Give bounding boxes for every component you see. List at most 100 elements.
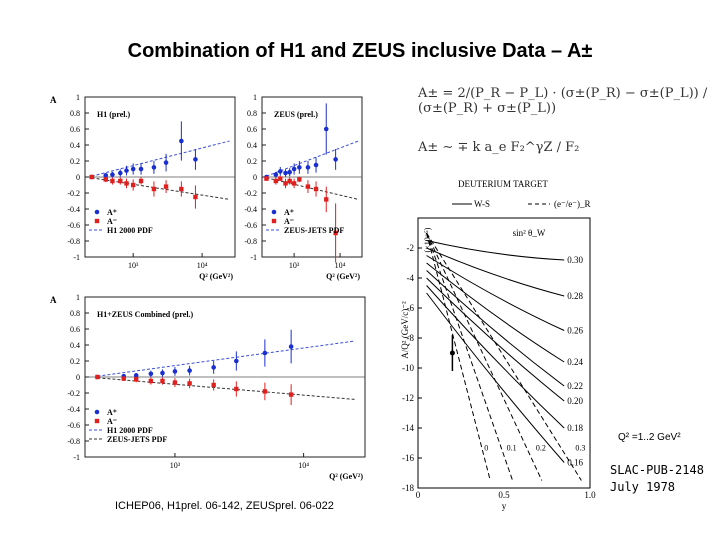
combined-ytick-label: -0.8	[67, 437, 80, 446]
h1-pdf-curve-minus	[91, 177, 230, 200]
asymmetry-approximation: A± ∼ ∓ k a_e F₂^γZ / F₂	[418, 140, 580, 155]
h1-aminus-point	[130, 182, 136, 188]
h1-ytick-label: -0.4	[67, 205, 80, 214]
zeus-aminus-point	[297, 177, 302, 182]
h1-xtick-label: 10⁴	[197, 261, 208, 270]
combined-aplus-point	[187, 368, 192, 373]
h1-legend-marker	[94, 209, 100, 215]
h1-ytick-label: 0.2	[70, 157, 80, 166]
combined-aminus-point	[288, 392, 294, 397]
combined-aplus-point	[234, 358, 239, 364]
asymmetry-formula: A± = 2/(P_R − P_L) · (σ±(P_R) − σ±(P_L))…	[418, 86, 708, 116]
combined-pdf-curve-minus	[97, 377, 355, 400]
h1-aplus-point	[193, 157, 198, 162]
h1-aplus-point	[151, 165, 157, 170]
slac-legend-solid-label: W-S	[474, 199, 490, 209]
slac-ytick-label: -8	[407, 333, 415, 343]
slac-dashed-curve	[426, 232, 543, 481]
h1-aplus-point	[179, 138, 184, 144]
zeus-ytick-label: 0.8	[247, 109, 257, 118]
h1-aminus-point	[110, 178, 115, 184]
zeus-aplus-point	[333, 157, 338, 162]
slac-data-point	[449, 350, 455, 356]
combined-aplus-point	[133, 373, 139, 378]
h1-aplus-point	[117, 170, 123, 176]
combined-ytick-label: -0.4	[67, 405, 80, 414]
slac-curve-label: 0.22	[567, 381, 583, 391]
h1-aplus-point	[138, 166, 144, 172]
slac-curve-param: sin² θ_W	[513, 228, 546, 238]
h1-aplus-point	[163, 160, 169, 165]
combined-aplus-point	[262, 350, 268, 356]
combined-aminus-point	[262, 389, 268, 394]
zeus-legend-marker	[271, 209, 277, 215]
slac-ytick-label: -10	[402, 363, 414, 373]
zeus-legend-label: A⁺	[284, 208, 294, 217]
slac-xlabel: y	[502, 501, 507, 511]
combined-aplus-point	[160, 370, 165, 376]
combined-aplus-point	[148, 371, 154, 377]
combined-ytick-label: 0	[76, 373, 80, 382]
h1-ytick-label: 0.8	[70, 109, 80, 118]
slac-solid-curve	[426, 247, 565, 297]
combined-ytick-label: 0.8	[70, 309, 80, 318]
slac-solid-curve	[426, 262, 565, 363]
combined-ytick-label: 0.2	[70, 357, 80, 366]
combined-xtick-label: 10³	[170, 461, 181, 470]
slac-pub-number: SLAC-PUB-2148	[610, 463, 704, 477]
slac-ytick-label: -16	[402, 453, 414, 463]
h1-ytick-label: -0.2	[67, 189, 80, 198]
slac-solid-curve	[426, 270, 565, 387]
slac-legend-dashed-label: (e⁻/e⁻)_R	[554, 199, 591, 209]
h1-aminus-point	[138, 178, 144, 184]
zeus-xtick-label: 10⁴	[335, 261, 346, 270]
slac-curve-label: 0.16	[567, 458, 583, 468]
slac-ytick-label: -6	[407, 303, 415, 313]
combined-legend-marker	[94, 418, 100, 424]
zeus-ytick-label: 0.6	[247, 125, 257, 134]
combined-panel-label: H1+ZEUS Combined (prel.)	[97, 310, 194, 319]
slide-title: Combination of H1 and ZEUS inclusive Dat…	[127, 40, 593, 62]
slac-ylabel: A/Q² (GeV/c)⁻²	[400, 301, 410, 359]
zeus-aplus-point	[323, 126, 329, 132]
combined-legend-marker	[94, 409, 100, 415]
combined-aplus-point	[288, 344, 294, 349]
combined-aminus-point	[172, 380, 178, 385]
h1-ytick-label: -1	[73, 253, 80, 262]
slac-frame	[417, 217, 591, 489]
zeus-aminus-point	[273, 178, 279, 184]
h1-xlabel: Q² (GeV²)	[199, 272, 233, 281]
slac-date: July 1978	[610, 480, 676, 494]
zeus-legend-label: A⁻	[284, 217, 294, 226]
zeus-legend-label: ZEUS-JETS PDF	[284, 226, 344, 235]
slac-ylabel-scale: (×10⁻⁵)	[423, 227, 432, 252]
h1-ytick-label: 0	[76, 173, 80, 182]
h1-aminus-point	[89, 174, 94, 180]
zeus-panel-label: ZEUS (prel.)	[274, 110, 318, 119]
zeus-aminus-point	[283, 181, 288, 186]
slac-dashed-curve	[426, 232, 491, 481]
h1-aminus-point	[118, 178, 123, 184]
zeus-aplus-point	[297, 165, 302, 170]
combined-aplus-point	[211, 365, 216, 370]
slac-dashed-label: 0.1	[507, 444, 517, 453]
slac-solid-curve	[426, 240, 565, 261]
h1-aminus-point	[163, 184, 169, 189]
slac-curve-label: 0.20	[567, 396, 583, 406]
zeus-aplus-point	[283, 170, 288, 176]
slac-curve-label: 0.28	[567, 291, 583, 301]
slac-curve-label: 0.26	[567, 326, 583, 336]
h1-pdf-curve-plus	[91, 140, 230, 177]
h1-aminus-point	[151, 186, 157, 192]
h1-aplus-point	[124, 168, 129, 173]
h1-xtick-label: 10³	[128, 261, 139, 270]
h1-aminus-point	[124, 181, 129, 186]
combined-ytick-label: 1	[76, 293, 80, 302]
slac-solid-curve	[426, 292, 565, 463]
h1-aminus-point	[103, 177, 108, 182]
zeus-aminus-point	[278, 176, 283, 181]
zeus-legend-marker	[271, 218, 277, 224]
slac-ytick-label: -4	[407, 273, 415, 283]
slac-xtick-label: 1.0	[584, 490, 596, 500]
